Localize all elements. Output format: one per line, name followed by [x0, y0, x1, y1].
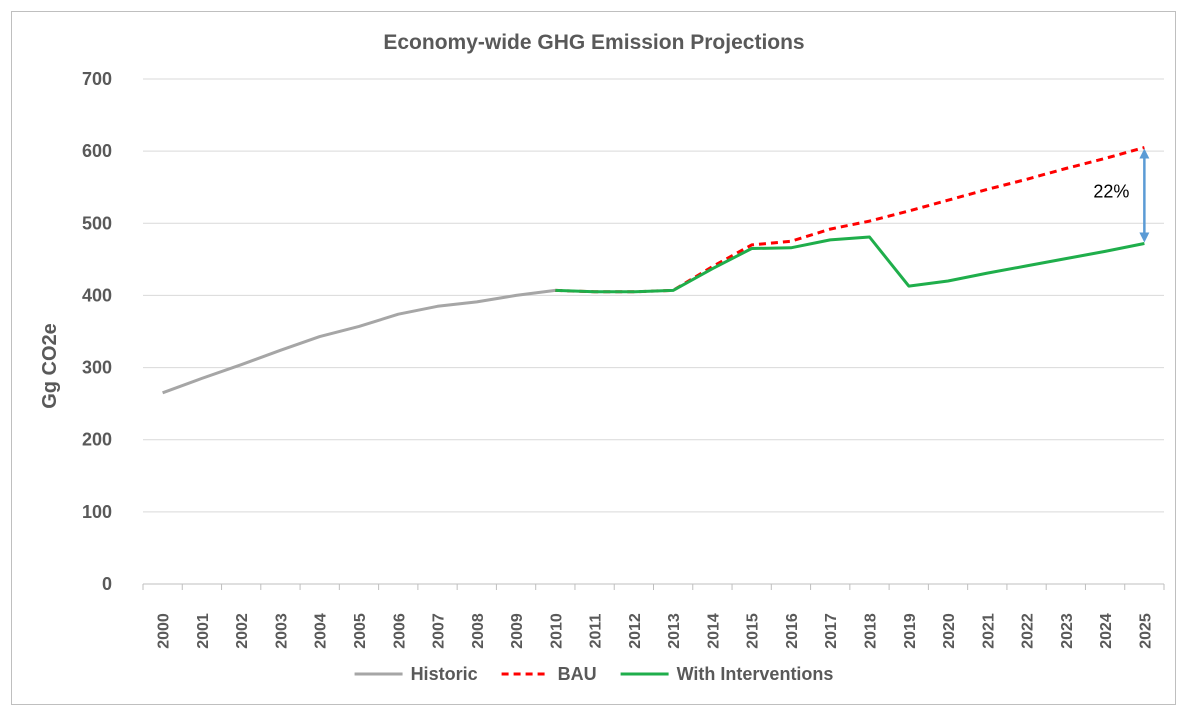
- legend: Historic BAU With Interventions: [354, 664, 834, 684]
- y-tick-label: 700: [82, 69, 112, 89]
- chart-svg: Economy-wide GHG Emission Projections Gg…: [39, 31, 1165, 684]
- x-tick-label: 2014: [705, 613, 722, 649]
- y-tick-label: 0: [102, 574, 112, 594]
- legend-label: BAU: [558, 664, 597, 684]
- annotations: 22%: [1093, 148, 1150, 243]
- chart-frame: Economy-wide GHG Emission Projections Gg…: [11, 11, 1176, 705]
- x-tick-label: 2005: [352, 613, 369, 649]
- legend-label: With Interventions: [677, 664, 834, 684]
- series-line-with-interventions: [555, 235, 1145, 294]
- annotation-label: 22%: [1093, 182, 1129, 202]
- y-tick-label: 400: [82, 285, 112, 305]
- series-lines: [162, 146, 1145, 395]
- x-tick-label: 2016: [784, 613, 801, 649]
- x-tick-label: 2025: [1137, 613, 1154, 649]
- series-line-historic: [162, 288, 556, 395]
- x-tick-label: 2017: [823, 613, 840, 649]
- x-tick-label: 2013: [666, 613, 683, 649]
- y-tick-label: 200: [82, 430, 112, 450]
- y-tick-labels: 0 100 200 300 400 500 600 700: [82, 69, 112, 594]
- x-tick-labels: 2000 2001 2002 2003 2004 2005 2006 2007 2008 2009…: [142, 584, 1165, 649]
- x-tick-label: 2023: [1059, 613, 1076, 649]
- x-tick-label: 2012: [627, 613, 644, 649]
- x-tick-label: 2020: [941, 613, 958, 649]
- x-tick-label: 2019: [902, 613, 919, 649]
- legend-label: Historic: [411, 664, 478, 684]
- y-tick-label: 100: [82, 502, 112, 522]
- gridlines: [143, 78, 1164, 585]
- y-tick-label: 300: [82, 358, 112, 378]
- x-tick-label: 2015: [745, 613, 762, 649]
- x-tick-label: 2009: [509, 613, 526, 649]
- x-tick-label: 2008: [470, 613, 487, 649]
- x-tick-label: 2006: [391, 613, 408, 649]
- x-tick-label: 2010: [548, 613, 565, 649]
- x-tick-label: 2002: [234, 613, 251, 649]
- legend-item-with-interventions: With Interventions: [620, 664, 834, 684]
- x-tick-label: 2003: [273, 613, 290, 649]
- y-axis-label: Gg CO2e: [39, 323, 61, 409]
- x-tick-label: 2018: [862, 613, 879, 649]
- x-tick-label: 2021: [980, 613, 997, 649]
- x-tick-label: 2004: [313, 613, 330, 649]
- x-tick-label: 2000: [156, 613, 173, 649]
- x-tick-label: 2007: [431, 613, 448, 649]
- series-line-bau: [555, 146, 1145, 294]
- chart-title: Economy-wide GHG Emission Projections: [383, 31, 804, 54]
- y-tick-label: 600: [82, 141, 112, 161]
- x-tick-label: 2011: [588, 614, 605, 649]
- x-tick-label: 2024: [1098, 613, 1115, 649]
- legend-item-bau: BAU: [501, 664, 597, 684]
- x-tick-label: 2001: [195, 613, 212, 649]
- y-tick-label: 500: [82, 213, 112, 233]
- legend-item-historic: Historic: [354, 664, 478, 684]
- x-tick-label: 2022: [1020, 613, 1037, 649]
